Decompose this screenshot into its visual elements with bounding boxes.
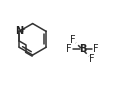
Text: F: F: [69, 35, 75, 45]
Text: F: F: [88, 54, 94, 64]
Text: B: B: [78, 44, 85, 54]
Text: N: N: [15, 26, 23, 36]
Text: F: F: [92, 44, 98, 54]
Text: F: F: [65, 44, 71, 54]
Text: +: +: [19, 27, 25, 33]
